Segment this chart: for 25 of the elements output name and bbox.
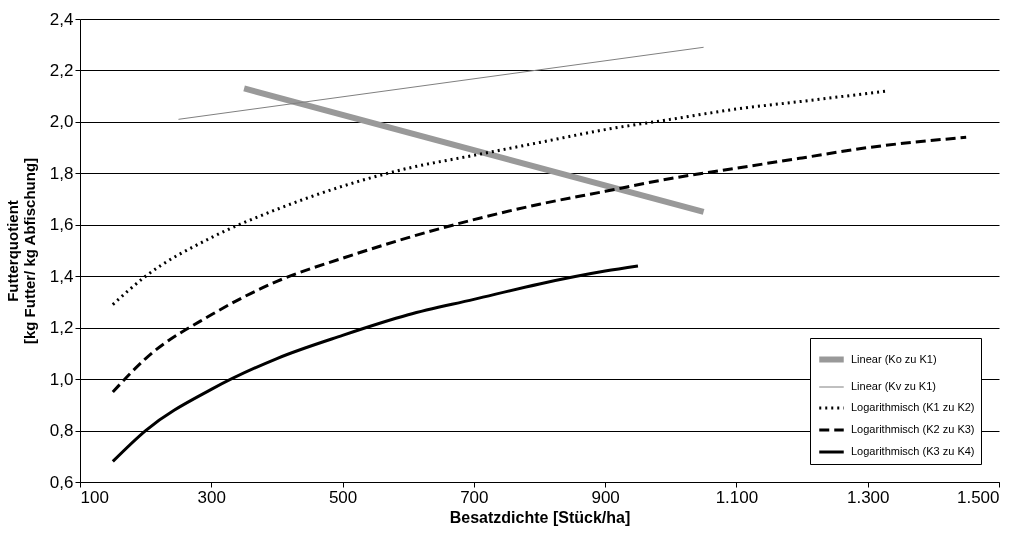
- x-tick-label: 1.300: [846, 487, 890, 507]
- y-tick-label: 0,6: [49, 472, 74, 492]
- y-tick-label: 2,0: [49, 112, 74, 132]
- x-tick-label: 1.500: [956, 487, 1000, 507]
- x-tick-label: 500: [328, 487, 358, 507]
- x-tick-label: 100: [80, 487, 109, 507]
- x-tick-label: 900: [591, 487, 620, 507]
- y-tick-label: 1,4: [49, 266, 74, 286]
- x-tick-label: 300: [197, 487, 226, 507]
- x-tick-label: 700: [460, 487, 489, 507]
- y-tick-label: 1,0: [49, 369, 74, 389]
- legend-label: Linear (Ko zu K1): [851, 352, 937, 365]
- legend-label: Logarithmisch (K1 zu K2): [851, 401, 975, 413]
- y-tick-label: 2,4: [49, 9, 74, 29]
- x-tick-label: 1.100: [715, 487, 759, 507]
- legend-label: Logarithmisch (K3 zu K4): [851, 445, 975, 457]
- y-tick-label: 1,2: [49, 318, 74, 338]
- x-axis-title: Besatzdichte [Stück/ha]: [449, 508, 631, 526]
- legend-label: Linear (Kv zu K1): [851, 380, 936, 392]
- y-tick-label: 2,2: [49, 60, 74, 80]
- y-tick-label: 0,8: [49, 421, 74, 441]
- y-axis-title: Futterquotient [kg Futter/ kg Abfischung]: [3, 157, 38, 345]
- y-tick-label: 1,6: [49, 215, 74, 235]
- legend-label: Logarithmisch (K2 zu K3): [851, 423, 975, 435]
- y-tick-label: 1,8: [49, 163, 74, 183]
